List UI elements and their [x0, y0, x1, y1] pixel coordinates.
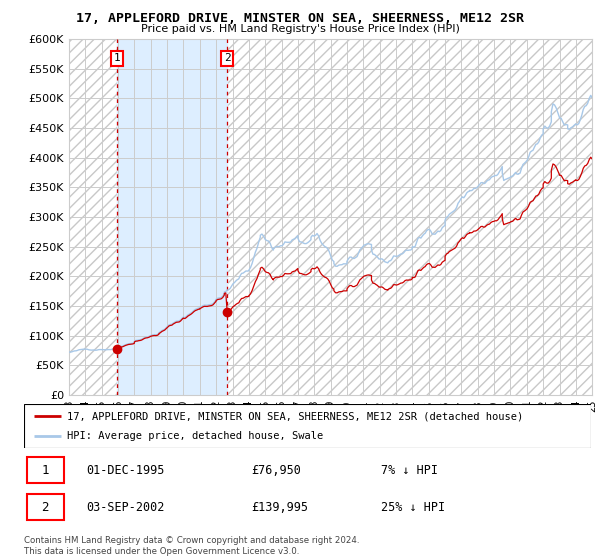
Text: 01-DEC-1995: 01-DEC-1995	[86, 464, 165, 477]
Bar	[27, 458, 64, 483]
Text: £76,950: £76,950	[251, 464, 301, 477]
Bar	[27, 494, 64, 520]
Text: 17, APPLEFORD DRIVE, MINSTER ON SEA, SHEERNESS, ME12 2SR (detached house): 17, APPLEFORD DRIVE, MINSTER ON SEA, SHE…	[67, 411, 523, 421]
Text: 17, APPLEFORD DRIVE, MINSTER ON SEA, SHEERNESS, ME12 2SR: 17, APPLEFORD DRIVE, MINSTER ON SEA, SHE…	[76, 12, 524, 25]
Text: £139,995: £139,995	[251, 501, 308, 514]
Text: Contains HM Land Registry data © Crown copyright and database right 2024.
This d: Contains HM Land Registry data © Crown c…	[24, 536, 359, 556]
Bar	[69, 39, 592, 395]
Text: 03-SEP-2002: 03-SEP-2002	[86, 501, 165, 514]
Text: HPI: Average price, detached house, Swale: HPI: Average price, detached house, Swal…	[67, 431, 323, 441]
Text: 2: 2	[224, 53, 230, 63]
Text: 7% ↓ HPI: 7% ↓ HPI	[381, 464, 438, 477]
Text: 1: 1	[113, 53, 120, 63]
Text: 2: 2	[41, 501, 49, 514]
Bar	[117, 39, 227, 395]
Text: 25% ↓ HPI: 25% ↓ HPI	[381, 501, 445, 514]
Text: 1: 1	[41, 464, 49, 477]
Text: Price paid vs. HM Land Registry's House Price Index (HPI): Price paid vs. HM Land Registry's House …	[140, 24, 460, 34]
